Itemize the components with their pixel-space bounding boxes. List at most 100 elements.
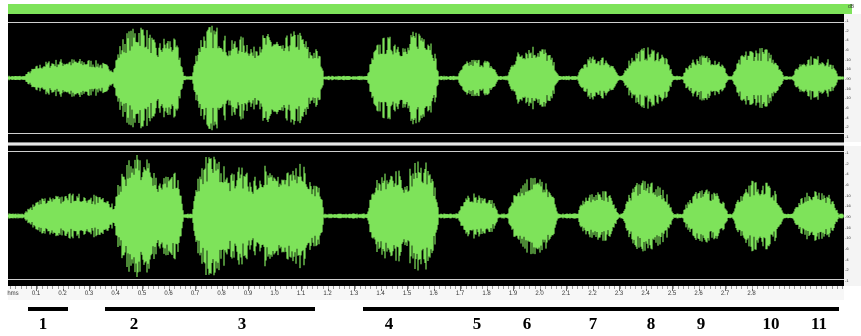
db-scale-label: -4 — [845, 37, 849, 43]
timeline-overview-bar[interactable] — [8, 4, 852, 14]
ruler-tick-label: 1.9 — [508, 291, 518, 297]
ruler-minor-tick — [52, 286, 54, 289]
segment-label: 11 — [810, 314, 828, 333]
ruler-minor-tick — [524, 286, 526, 289]
ruler-minor-tick — [836, 286, 838, 289]
ruler-tick-label: 1.8 — [482, 291, 491, 297]
ruler-minor-tick — [534, 286, 536, 289]
db-scale-label: -2 — [845, 267, 849, 273]
ruler-tick-label: 2.3 — [614, 291, 624, 297]
db-scale-label: -2 — [845, 27, 849, 33]
ruler-minor-tick — [365, 286, 367, 289]
ruler-minor-tick — [725, 286, 727, 289]
db-scale-label: -90 — [845, 214, 851, 219]
ruler-minor-tick — [216, 286, 218, 289]
ruler-minor-tick — [683, 286, 685, 289]
ruler-minor-tick — [746, 286, 748, 289]
ruler-tick-label: 2.5 — [667, 291, 677, 297]
ruler-minor-tick — [677, 286, 679, 289]
ruler-tick-label: 1.0 — [270, 291, 279, 297]
time-ruler[interactable]: hms 0.1 0.2 0.3 0.4 0.5 0.6 0.7 0.8 0.9 1.0 1.1 1.2… — [7, 286, 844, 300]
ruler-minor-tick — [587, 286, 589, 289]
ruler-minor-tick — [624, 286, 626, 289]
ruler-minor-tick — [640, 286, 642, 289]
ruler-minor-tick — [741, 286, 743, 289]
ruler-minor-tick — [513, 286, 515, 289]
ruler-minor-tick — [842, 286, 844, 289]
ruler-minor-tick — [402, 286, 404, 289]
ruler-minor-tick — [158, 286, 160, 289]
ruler-minor-tick — [200, 286, 202, 289]
ruler-minor-tick — [169, 286, 170, 289]
ruler-tick-label: 1.7 — [455, 291, 465, 297]
ruler-tick-label: 0.3 — [84, 291, 94, 297]
ruler-minor-tick — [15, 286, 17, 289]
ruler-tick-label: 2.7 — [720, 291, 730, 297]
ruler-minor-tick — [121, 286, 123, 289]
ruler-minor-tick — [651, 286, 653, 289]
ruler-minor-tick — [550, 286, 552, 289]
ruler-minor-tick — [190, 286, 192, 289]
ruler-tick-label: 0.2 — [58, 291, 67, 297]
channel-divider — [8, 142, 844, 146]
ruler-minor-tick — [449, 286, 451, 289]
segment-label: 2 — [129, 314, 139, 333]
db-scale-label: -16 — [845, 66, 851, 72]
ruler-minor-tick — [147, 286, 149, 289]
ruler-minor-tick — [137, 286, 139, 289]
ruler-minor-tick — [688, 286, 690, 289]
ruler-minor-tick — [720, 286, 722, 289]
ruler-tick-label: 0.4 — [111, 291, 120, 297]
db-scale-label: -1 — [845, 150, 849, 155]
ruler-minor-tick — [667, 286, 669, 289]
ruler-minor-tick — [248, 286, 250, 289]
ruler-tick-label: 0.6 — [164, 291, 173, 297]
db-unit-label: dB — [848, 4, 855, 10]
ruler-minor-tick — [126, 286, 128, 289]
ruler-minor-tick — [598, 286, 600, 289]
ruler-minor-tick — [412, 286, 414, 289]
ruler-minor-tick — [646, 286, 647, 289]
db-scale-label: -1 — [845, 278, 849, 283]
ruler-minor-tick — [41, 286, 43, 289]
segment-bar — [363, 307, 839, 311]
db-scale-label: -16 — [845, 85, 851, 91]
waveform-channel-left[interactable] — [8, 14, 844, 142]
ruler-tick-label: 2.0 — [535, 291, 544, 297]
segment-label: 8 — [646, 314, 656, 333]
segment-label: 3 — [237, 314, 247, 333]
ruler-minor-tick — [163, 286, 165, 289]
db-scale-label: -2 — [845, 124, 849, 130]
segment-label: 9 — [696, 314, 706, 333]
ruler-tick-label: 2.4 — [641, 291, 650, 297]
db-scale-label: -16 — [845, 203, 851, 209]
ruler-minor-tick — [656, 286, 658, 289]
ruler-minor-tick — [354, 286, 356, 289]
ruler-minor-tick — [243, 286, 245, 289]
ruler-tick-label: 2.8 — [747, 291, 756, 297]
ruler-minor-tick — [116, 286, 117, 289]
segment-label: 10 — [762, 314, 780, 333]
ruler-minor-tick — [10, 286, 11, 289]
ruler-minor-tick — [577, 286, 579, 289]
ruler-unit-label: hms — [7, 291, 19, 297]
db-scale-label: -16 — [845, 224, 851, 230]
ruler-minor-tick — [333, 286, 335, 289]
ruler-minor-tick — [497, 286, 499, 289]
db-scale-label: -4 — [845, 171, 849, 177]
ruler-tick-label: 1.1 — [296, 291, 306, 297]
ruler-minor-tick — [736, 286, 738, 289]
db-scale-label: -10 — [845, 192, 851, 198]
ruler-tick-label: 1.2 — [323, 291, 332, 297]
ruler-minor-tick — [693, 286, 695, 289]
ruler-minor-tick — [131, 286, 133, 289]
ruler-minor-tick — [306, 286, 308, 289]
ruler-minor-tick — [407, 286, 409, 289]
ruler-tick-label: 0.7 — [190, 291, 200, 297]
ruler-minor-tick — [206, 286, 208, 289]
ruler-minor-tick — [370, 286, 372, 289]
db-scale-label: -1 — [845, 18, 849, 23]
waveform-channel-right[interactable] — [8, 146, 844, 286]
ruler-minor-tick — [773, 286, 775, 289]
ruler-minor-tick — [555, 286, 557, 289]
